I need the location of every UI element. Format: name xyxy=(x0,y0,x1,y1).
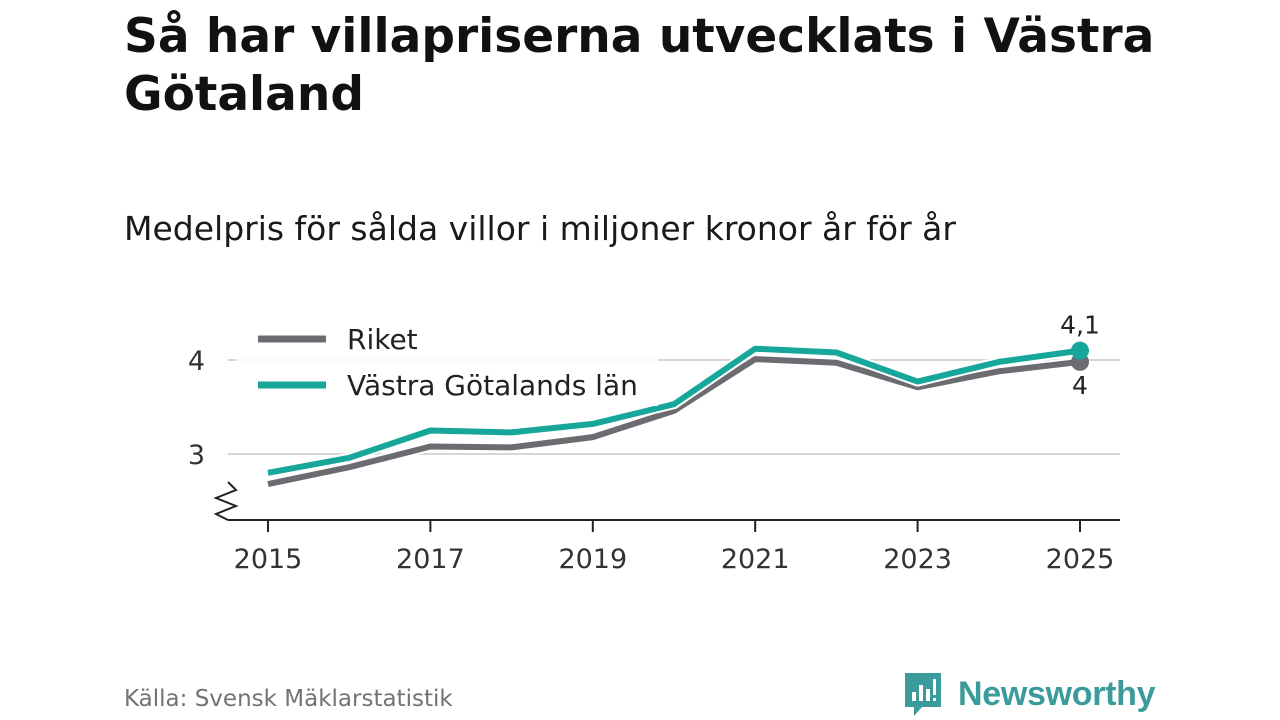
series-end-point-vastra xyxy=(1071,341,1089,360)
end-label-riket: 4 xyxy=(1072,371,1088,400)
y-tick-label: 3 xyxy=(188,440,205,471)
end-label-vastra: 4,1 xyxy=(1060,311,1100,340)
x-tick-label: 2017 xyxy=(396,544,465,575)
series-line-vastra xyxy=(267,345,1081,476)
brand-logo: Newsworthy xyxy=(902,670,1156,718)
x-tick-label: 2025 xyxy=(1046,544,1115,575)
brand-name: Newsworthy xyxy=(958,674,1156,713)
y-tick-label: 4 xyxy=(188,346,205,377)
legend-label-riket: Riket xyxy=(347,323,418,356)
chart-subtitle: Medelpris för sålda villor i miljoner kr… xyxy=(124,209,956,248)
chart-title: Så har villapriserna utvecklats i Västra… xyxy=(124,9,1155,122)
series-line-riket xyxy=(267,356,1081,488)
axis-break-icon xyxy=(213,481,239,521)
x-tick-label: 2021 xyxy=(721,544,790,575)
legend-background xyxy=(236,318,658,406)
x-tick-label: 2019 xyxy=(558,544,627,575)
x-tick-label: 2023 xyxy=(883,544,952,575)
legend-label-vastra: Västra Götalands län xyxy=(347,369,638,402)
x-tick-label: 2015 xyxy=(234,544,303,575)
newsworthy-logo-icon xyxy=(905,673,941,716)
source-note: Källa: Svensk Mäklarstatistik xyxy=(124,686,453,712)
